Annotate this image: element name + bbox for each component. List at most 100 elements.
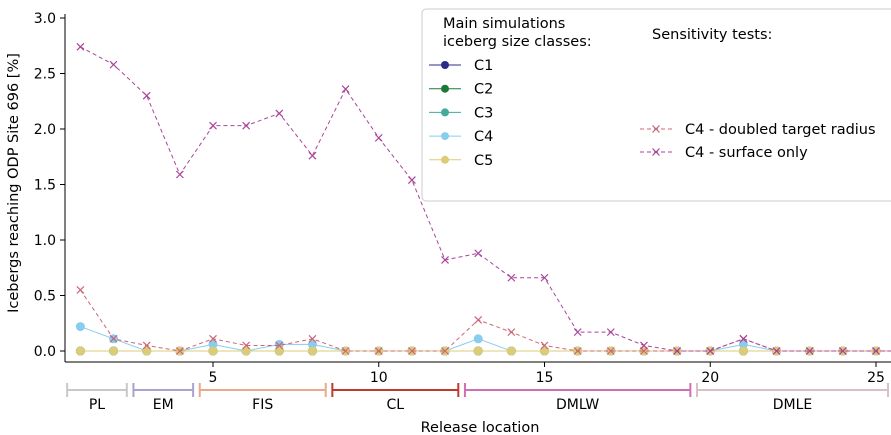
data-point	[640, 347, 648, 355]
legend-item: C2	[429, 82, 493, 98]
data-point	[175, 347, 184, 355]
y-tick-label: 1.5	[34, 178, 56, 194]
data-point	[739, 334, 748, 343]
legend-swatch-marker	[441, 61, 449, 69]
data-point	[407, 347, 416, 355]
legend-swatch-marker	[652, 148, 660, 156]
y-tick-label: 2.5	[34, 67, 56, 83]
data-point	[441, 347, 449, 355]
data-point	[341, 85, 350, 93]
data-point	[275, 109, 284, 118]
y-tick-label: 3.0	[34, 11, 56, 27]
data-point	[407, 176, 416, 184]
data-point	[474, 315, 483, 324]
legend-swatch-marker	[441, 132, 449, 141]
data-point	[772, 347, 781, 355]
legend-swatch-marker	[652, 125, 660, 133]
data-point	[606, 347, 615, 355]
data-point	[75, 322, 85, 332]
data-point	[274, 346, 284, 356]
legend-swatch-marker	[441, 84, 449, 93]
data-point	[838, 347, 847, 355]
data-point	[540, 341, 549, 350]
data-point	[706, 347, 715, 355]
region-fis: FIS	[198, 383, 327, 413]
region-label: DMLE	[773, 397, 813, 413]
data-point	[374, 133, 383, 142]
y-tick-label: 0.0	[34, 344, 56, 360]
legend: Main simulations iceberg size classes: Se…	[421, 8, 891, 202]
data-point	[573, 328, 582, 337]
x-tick-label: 25	[867, 370, 885, 386]
legend-frame	[421, 8, 891, 202]
data-point	[175, 170, 184, 179]
data-point	[573, 347, 582, 355]
y-tick-label: 2.0	[34, 122, 56, 138]
legend-entries: C1 C2 C3 C4 C5 C4 - doubled target radius C4 -…	[429, 58, 876, 169]
data-point	[142, 346, 152, 356]
region-cl: CL	[331, 383, 460, 413]
data-point	[76, 286, 85, 294]
data-point	[606, 328, 615, 337]
data-point	[738, 346, 748, 356]
data-point	[673, 347, 682, 355]
y-tick-label: 1.0	[34, 233, 56, 249]
x-tick-label: 10	[370, 370, 388, 386]
release-regions: PL EM FIS CL DMLW DMLE	[66, 383, 889, 413]
region-dmlw: DMLW	[463, 383, 692, 413]
axes: 0.0 0.5 1.0 1.5 2.0 2.5 3.0 5 10 15 20 25	[34, 11, 891, 386]
legend-label: C4 - surface only	[685, 145, 808, 161]
data-point	[473, 334, 483, 344]
x-tick-label: 5	[209, 370, 218, 386]
x-tick-label: 15	[536, 370, 554, 386]
y-tick-label: 0.5	[34, 289, 56, 305]
data-point	[507, 328, 516, 337]
data-point	[142, 91, 151, 100]
data-point	[109, 334, 118, 343]
legend-main-title-line: Main simulations	[443, 16, 565, 32]
legend-item: C5	[429, 153, 493, 169]
data-point	[109, 60, 118, 69]
legend-item: C4 - doubled target radius	[640, 122, 876, 138]
legend-label: C5	[474, 153, 493, 169]
data-point	[76, 42, 85, 51]
data-point	[474, 249, 483, 258]
data-point	[506, 346, 516, 356]
legend-item: C4	[429, 129, 493, 145]
data-point	[142, 341, 151, 350]
data-point	[209, 334, 217, 343]
data-point	[75, 346, 85, 356]
data-point	[872, 347, 880, 355]
data-point	[805, 347, 814, 355]
region-label: FIS	[252, 397, 273, 413]
legend-item: C3	[429, 105, 493, 121]
region-label: PL	[89, 397, 105, 413]
x-tick-label: 20	[701, 370, 719, 386]
series-layer	[75, 42, 891, 356]
series-line	[80, 46, 891, 352]
series-c4	[75, 322, 891, 356]
y-axis-label: Icebergs reaching ODP Site 696 [%]	[6, 53, 22, 313]
legend-label: C1	[474, 58, 493, 74]
data-point	[208, 346, 218, 356]
data-point	[441, 256, 449, 264]
legend-sens-title: Sensitivity tests:	[652, 27, 772, 43]
region-pl: PL	[66, 383, 128, 413]
series-c4-doubled-target-radius	[76, 286, 891, 355]
data-point	[308, 334, 317, 343]
legend-item: C4 - surface only	[640, 145, 808, 161]
data-point	[540, 273, 549, 282]
data-point	[242, 341, 251, 350]
legend-main-title: Main simulations iceberg size classes:	[443, 16, 592, 50]
legend-label: C4 - doubled target radius	[685, 122, 876, 138]
region-label: CL	[387, 397, 405, 413]
data-point	[109, 346, 119, 356]
data-point	[308, 151, 317, 160]
data-point	[473, 346, 483, 356]
data-point	[540, 346, 549, 356]
legend-swatch-marker	[441, 108, 449, 117]
legend-item: C1	[429, 58, 493, 74]
legend-main-title-line: iceberg size classes:	[443, 34, 592, 50]
data-point	[241, 346, 251, 356]
